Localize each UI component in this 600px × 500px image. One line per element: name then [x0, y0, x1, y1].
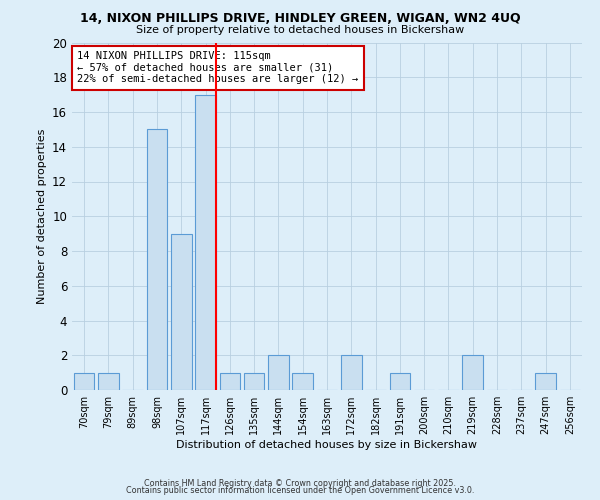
- Bar: [171, 234, 191, 390]
- X-axis label: Distribution of detached houses by size in Bickershaw: Distribution of detached houses by size …: [176, 440, 478, 450]
- Bar: [535, 372, 556, 390]
- Y-axis label: Number of detached properties: Number of detached properties: [37, 128, 47, 304]
- Bar: [268, 355, 289, 390]
- Bar: [341, 355, 362, 390]
- Bar: [244, 372, 265, 390]
- Text: 14, NIXON PHILLIPS DRIVE, HINDLEY GREEN, WIGAN, WN2 4UQ: 14, NIXON PHILLIPS DRIVE, HINDLEY GREEN,…: [80, 12, 520, 26]
- Bar: [463, 355, 483, 390]
- Text: Contains public sector information licensed under the Open Government Licence v3: Contains public sector information licen…: [126, 486, 474, 495]
- Bar: [220, 372, 240, 390]
- Text: 14 NIXON PHILLIPS DRIVE: 115sqm
← 57% of detached houses are smaller (31)
22% of: 14 NIXON PHILLIPS DRIVE: 115sqm ← 57% of…: [77, 51, 358, 84]
- Bar: [74, 372, 94, 390]
- Text: Contains HM Land Registry data © Crown copyright and database right 2025.: Contains HM Land Registry data © Crown c…: [144, 478, 456, 488]
- Bar: [195, 94, 216, 390]
- Bar: [389, 372, 410, 390]
- Bar: [292, 372, 313, 390]
- Text: Size of property relative to detached houses in Bickershaw: Size of property relative to detached ho…: [136, 25, 464, 35]
- Bar: [146, 130, 167, 390]
- Bar: [98, 372, 119, 390]
